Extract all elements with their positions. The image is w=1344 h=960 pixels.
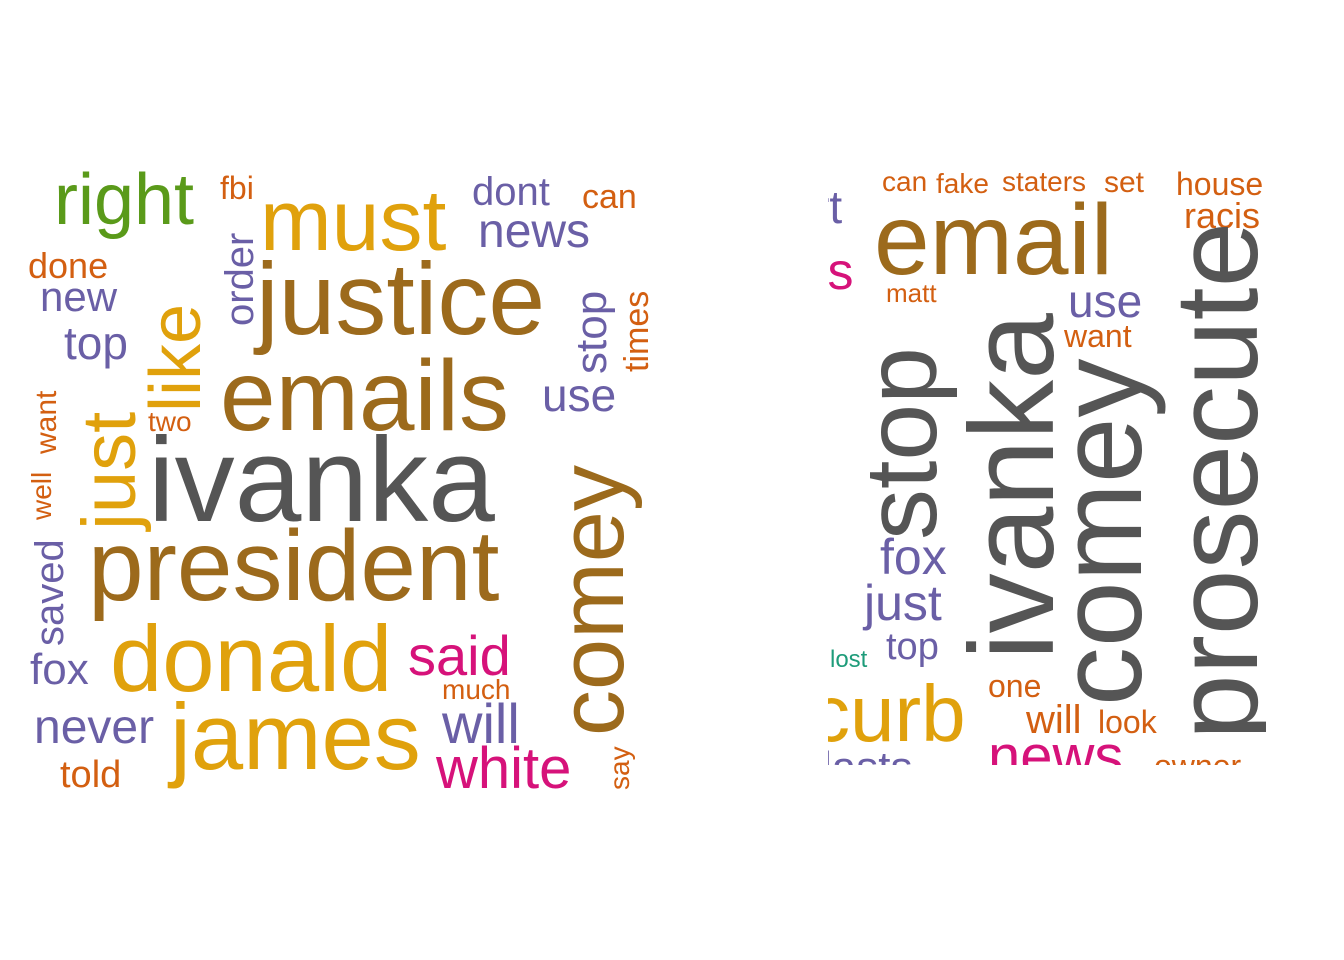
word: top (64, 317, 128, 369)
word: want (1064, 318, 1132, 354)
word: much (442, 674, 511, 705)
word: ivanka (148, 413, 495, 547)
word: done (28, 245, 109, 286)
word: want (30, 390, 63, 454)
word: right (54, 160, 195, 240)
word: ls (828, 243, 854, 301)
word: say (604, 746, 635, 790)
word: donald (110, 606, 393, 711)
word: said (408, 624, 511, 687)
word: order (218, 232, 262, 326)
word: will (442, 692, 520, 755)
word: two (148, 406, 192, 437)
word: lasts (828, 746, 912, 766)
word: racis (1184, 195, 1261, 236)
word: fox (30, 645, 89, 694)
word: white (436, 736, 572, 801)
word: fbi (220, 170, 254, 206)
word: james (170, 684, 421, 789)
word: can (882, 166, 928, 197)
word: use (542, 369, 617, 421)
word: news (988, 724, 1124, 766)
word: stop (844, 347, 958, 540)
word: house (1176, 166, 1264, 202)
word: will (1026, 698, 1082, 742)
word: use (1068, 275, 1143, 327)
word: email (874, 184, 1113, 296)
word: news (478, 205, 591, 258)
word: can (582, 178, 637, 216)
word: saved (28, 539, 72, 646)
word: prosecute (1151, 221, 1266, 740)
word: stop (567, 290, 616, 374)
word: one (988, 668, 1042, 704)
word: like (136, 303, 216, 412)
word: top (886, 626, 939, 668)
word: rt (828, 181, 843, 233)
word: president (88, 510, 500, 622)
word: just (864, 575, 942, 631)
word: fox (880, 529, 947, 585)
word: owner (1154, 750, 1241, 765)
word: look (1098, 704, 1157, 740)
word: comey (1035, 358, 1167, 706)
word: must (260, 173, 447, 269)
word: matt (886, 278, 937, 308)
word: dont (472, 170, 550, 214)
word: new (40, 273, 118, 320)
word: set (1104, 166, 1145, 199)
word: justice (256, 242, 546, 356)
word: lost (830, 646, 868, 673)
word: emails (220, 340, 509, 452)
word: comey (541, 465, 643, 736)
word: never (34, 701, 155, 754)
word: fake (936, 168, 989, 199)
word: staters (1002, 166, 1087, 197)
word: times (618, 290, 656, 372)
word-cloud-left: right fbi dont can must news done order … (20, 150, 660, 810)
word: told (60, 754, 122, 796)
word: curb (828, 669, 966, 758)
word: well (26, 471, 57, 520)
word-cloud-right: rt can fake staters set house racis emai… (828, 150, 1266, 766)
